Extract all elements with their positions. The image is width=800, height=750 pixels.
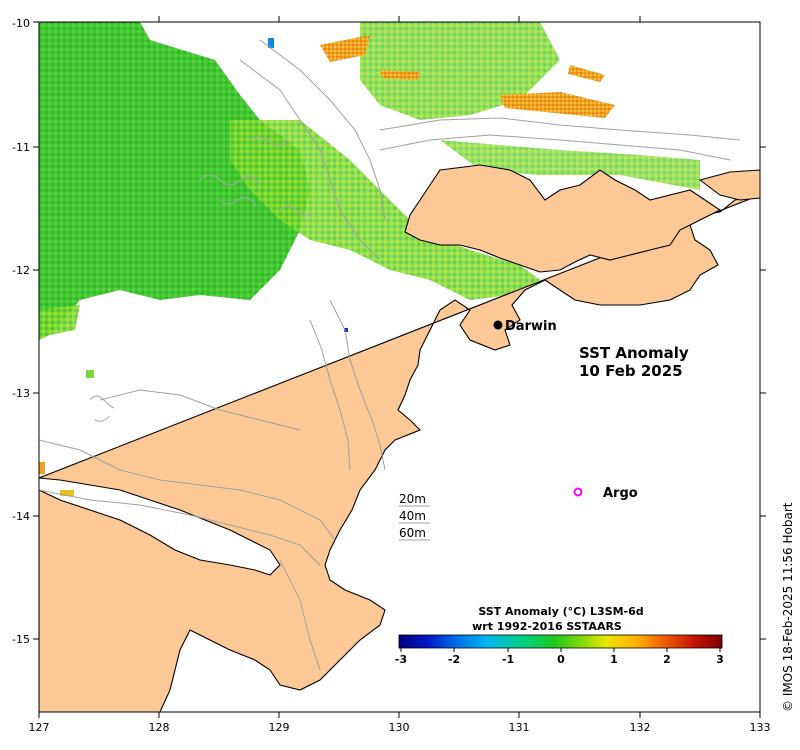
argo-marker: [573, 487, 583, 497]
sst-data-layer: [39, 22, 700, 496]
x-axis: 127 128 129 130 131 132 133: [29, 16, 771, 734]
colorbar-tick-label: -2: [448, 653, 460, 666]
x-tick-label: 129: [269, 721, 290, 734]
colorbar-tick-label: 1: [610, 653, 618, 666]
argo-label: Argo: [603, 486, 638, 501]
darwin-marker: [493, 320, 503, 330]
speckle-4: [279, 205, 313, 216]
colorbar-title-line1: SST Anomaly (°C) L3SM-6d: [478, 605, 643, 618]
colorbar-title-line2: wrt 1992-2016 SSTAARS: [472, 620, 622, 633]
sst-patch-small-4: [60, 490, 74, 496]
sst-patch-orange-1: [320, 35, 370, 62]
y-axis: -10 -11 -12 -13 -14 -15: [12, 17, 766, 646]
sst-patch-west: [39, 22, 310, 340]
depth-label-20m: 20m: [399, 492, 426, 506]
colorbar-ticks: [400, 648, 721, 652]
colorbar-tick-label: -3: [395, 653, 407, 666]
y-tick-label: -10: [12, 17, 30, 30]
contour-northwest: [239, 59, 381, 261]
x-tick-label: 131: [509, 721, 530, 734]
contour-speckles: [89, 136, 313, 422]
darwin-label: Darwin: [505, 319, 557, 334]
x-tick-label: 133: [750, 721, 771, 734]
contour-shelf-mid: [39, 489, 321, 566]
colorbar-tick-label: -1: [502, 653, 514, 666]
contour-central: [329, 299, 386, 471]
contour-shelf-west: [39, 439, 336, 541]
speckle-5: [89, 395, 115, 409]
speckle-1: [199, 174, 261, 186]
contour-gulf: [279, 559, 321, 671]
y-tick-label: -11: [12, 141, 30, 154]
depth-label-40m: 40m: [399, 509, 426, 523]
colorbar-gradient: [398, 634, 723, 649]
bathymetry-contours: [39, 39, 741, 671]
x-tick-label: 127: [29, 721, 50, 734]
y-tick-label: -13: [12, 387, 30, 400]
depth-label-60m: 60m: [399, 526, 426, 540]
sst-patch-small-3: [39, 462, 45, 474]
speckle-6: [94, 415, 110, 422]
x-tick-label: 128: [149, 721, 170, 734]
sst-patch-orange-4: [380, 70, 420, 80]
map-title-line2: 10 Feb 2025: [579, 362, 683, 380]
colorbar-tick-label: 0: [557, 653, 565, 666]
land-northeast-arm: [698, 169, 760, 201]
land-cobourg-peninsula: [404, 164, 722, 273]
credit-text: © IMOS 18-Feb-2025 11:56 Hobart: [781, 502, 795, 712]
contour-central-2: [309, 319, 351, 471]
depth-legend: 20m 40m 60m: [399, 492, 430, 541]
sst-patch-northeast: [440, 140, 700, 190]
sst-patch-small-1: [86, 370, 94, 378]
sst-patch-orange-3: [568, 65, 605, 82]
sst-patch-southwest: [39, 305, 80, 340]
map-title-line1: SST Anomaly: [579, 344, 689, 362]
contour-north-1: [379, 134, 731, 161]
x-tick-label: 132: [630, 721, 651, 734]
y-tick-label: -14: [12, 510, 30, 523]
contour-northwest-2: [259, 39, 386, 221]
land-mainland: [39, 194, 760, 712]
speckle-3: [249, 136, 289, 146]
y-tick-label: -15: [12, 633, 30, 646]
colorbar: SST Anomaly (°C) L3SM-6d wrt 1992-2016 S…: [395, 605, 724, 666]
colorbar-tick-label: 3: [716, 653, 724, 666]
colorbar-tick-label: 2: [663, 653, 671, 666]
speckle-2: [219, 196, 257, 207]
map-content: [39, 22, 760, 712]
contour-north-2: [379, 117, 741, 141]
sst-patch-orange-2: [500, 92, 615, 118]
y-tick-label: -12: [12, 264, 30, 277]
contour-offshore: [99, 389, 301, 431]
sst-patch-central: [230, 120, 540, 300]
sst-patch-small-6: [344, 328, 348, 332]
sst-patch-small-5: [268, 38, 274, 48]
x-tick-label: 130: [389, 721, 410, 734]
